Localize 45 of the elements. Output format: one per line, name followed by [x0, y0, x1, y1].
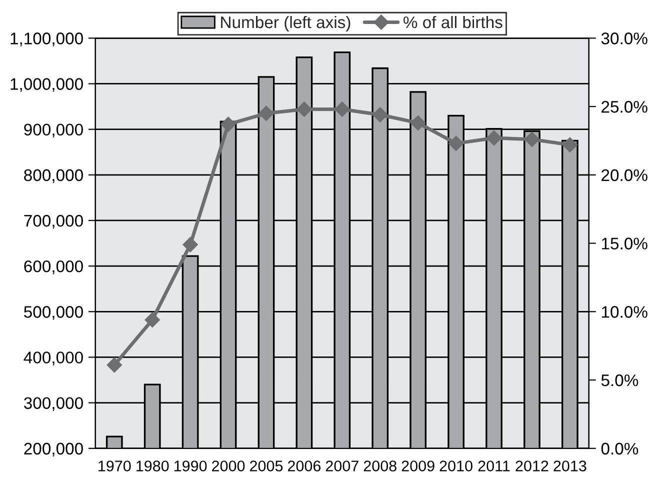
x-tick-label: 2005 — [250, 460, 283, 472]
legend-label: % of all births — [403, 16, 502, 28]
y-tick-label: 800,000 — [24, 169, 83, 184]
y2-tick-label: 25.0% — [602, 100, 648, 113]
legend-label: Number (left axis) — [221, 16, 350, 32]
x-tick-label: 2006 — [288, 460, 321, 472]
y-tick-label: 500,000 — [24, 306, 83, 320]
x-tick-label: 2010 — [440, 460, 472, 472]
y-tick-label: 400,000 — [24, 352, 83, 366]
y-tick-label: 1,000,000 — [10, 78, 83, 92]
x-tick-label: 1980 — [136, 460, 169, 472]
x-tick-label: 2013 — [554, 460, 586, 472]
y-tick-label: 600,000 — [24, 260, 83, 274]
y2-tick-label: 30.0% — [601, 32, 648, 44]
x-tick-label: 2000 — [212, 460, 245, 472]
point — [486, 130, 502, 146]
point — [410, 115, 426, 131]
point — [106, 357, 122, 373]
y2-tick-label: 5.0% — [601, 374, 638, 386]
x-tick-label: 2007 — [326, 460, 358, 472]
y-tick-label: 700,000 — [24, 214, 83, 229]
x-tick-label: 2009 — [402, 460, 434, 472]
point — [258, 106, 274, 121]
point — [220, 116, 236, 132]
x-tick-label: 1970 — [98, 460, 131, 472]
y2-tick-label: 15.0% — [602, 238, 648, 250]
point — [448, 136, 464, 152]
y-tick-label: 200,000 — [24, 442, 83, 457]
y-tick-label: 1,100,000 — [10, 32, 83, 46]
point — [372, 107, 388, 122]
y2-tick-label: 10.0% — [602, 306, 648, 318]
y-tick-label: 300,000 — [24, 397, 83, 411]
x-tick-label: 1990 — [174, 460, 207, 472]
point — [334, 102, 350, 117]
x-tick-label: 2008 — [364, 460, 396, 472]
point — [182, 237, 198, 252]
y-tick-label: 900,000 — [24, 124, 83, 138]
y2-tick-label: 20.0% — [602, 169, 648, 182]
x-tick-label: 2012 — [516, 460, 548, 472]
y2-tick-label: 0.0% — [601, 442, 638, 455]
point — [296, 102, 312, 117]
x-tick-label: 2011 — [478, 460, 510, 472]
point — [562, 137, 578, 152]
point — [524, 132, 540, 147]
point — [144, 312, 160, 328]
